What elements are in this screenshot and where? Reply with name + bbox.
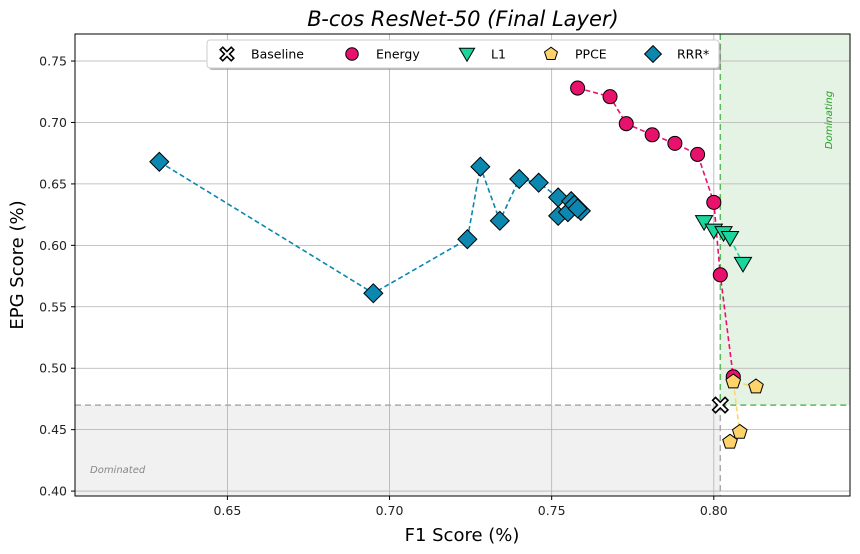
baseline-guides bbox=[75, 34, 850, 496]
y-axis-title: EPG Score (%) bbox=[7, 200, 28, 329]
y-tick-label: 0.70 bbox=[39, 115, 67, 130]
point-energy bbox=[667, 135, 683, 151]
plot-frame bbox=[74, 33, 851, 497]
grid-lines bbox=[75, 34, 850, 496]
x-tick-label: 0.65 bbox=[213, 503, 241, 518]
point-rrr bbox=[457, 229, 478, 250]
y-tick-label: 0.65 bbox=[39, 176, 67, 191]
x-tick-label: 0.75 bbox=[538, 503, 566, 518]
point-l1 bbox=[733, 256, 753, 273]
point-rrr bbox=[489, 210, 510, 231]
point-rrr bbox=[509, 168, 530, 190]
legend-marker-ppce bbox=[543, 46, 559, 60]
series-markers bbox=[149, 80, 764, 449]
point-rrr bbox=[567, 198, 588, 219]
point-ppce bbox=[748, 378, 764, 394]
legend-label-rrr: RRR* bbox=[677, 47, 709, 62]
shaded-regions bbox=[75, 34, 850, 496]
legend-label-ppce: PPCE bbox=[575, 47, 607, 62]
x-axis-title: F1 Score (%) bbox=[405, 525, 520, 546]
x-tick-label: 0.70 bbox=[376, 503, 404, 518]
x-axis-ticks: 0.65 0.70 0.75 0.80 bbox=[213, 496, 728, 518]
dominated-label: Dominated bbox=[90, 465, 146, 476]
y-tick-label: 0.60 bbox=[39, 238, 67, 253]
point-rrr bbox=[149, 151, 170, 172]
dominated-region bbox=[75, 405, 721, 496]
y-tick-label: 0.75 bbox=[39, 54, 67, 69]
point-rrr bbox=[470, 156, 491, 177]
legend-label-l1: L1 bbox=[491, 47, 506, 62]
series-line-energy bbox=[577, 87, 735, 377]
legend: Baseline Energy L1 PPCE RRR* bbox=[206, 39, 721, 70]
y-axis-ticks: 0.40 0.45 0.50 0.55 0.60 0.65 0.70 0.75 bbox=[39, 54, 75, 499]
point-ppce bbox=[722, 433, 738, 449]
point-energy bbox=[602, 89, 618, 105]
point-l1 bbox=[720, 231, 740, 248]
dominating-label: Dominating bbox=[824, 91, 835, 149]
point-ppce bbox=[725, 373, 742, 389]
legend-marker-energy bbox=[345, 47, 359, 61]
point-l1 bbox=[694, 215, 714, 232]
legend-label-energy: Energy bbox=[376, 47, 420, 62]
y-tick-label: 0.55 bbox=[39, 299, 67, 314]
point-energy bbox=[712, 267, 728, 283]
y-tick-label: 0.50 bbox=[39, 361, 67, 376]
point-baseline bbox=[711, 396, 730, 414]
point-rrr bbox=[363, 283, 384, 304]
x-tick-label: 0.80 bbox=[700, 503, 728, 518]
legend-label-baseline: Baseline bbox=[251, 47, 304, 62]
point-energy bbox=[570, 80, 586, 96]
legend-marker-baseline bbox=[219, 46, 235, 62]
chart-title: B-cos ResNet-50 (Final Layer) bbox=[307, 7, 618, 31]
legend-marker-l1 bbox=[458, 47, 476, 63]
point-energy bbox=[644, 127, 660, 143]
point-ppce bbox=[731, 423, 748, 439]
point-rrr bbox=[528, 172, 549, 193]
point-energy bbox=[618, 116, 634, 132]
y-tick-label: 0.40 bbox=[39, 484, 67, 499]
series-lines bbox=[158, 87, 757, 443]
dominating-region bbox=[720, 34, 850, 406]
y-tick-label: 0.45 bbox=[39, 422, 67, 437]
point-energy bbox=[706, 194, 722, 210]
legend-marker-rrr bbox=[643, 44, 663, 64]
point-energy bbox=[690, 146, 706, 162]
